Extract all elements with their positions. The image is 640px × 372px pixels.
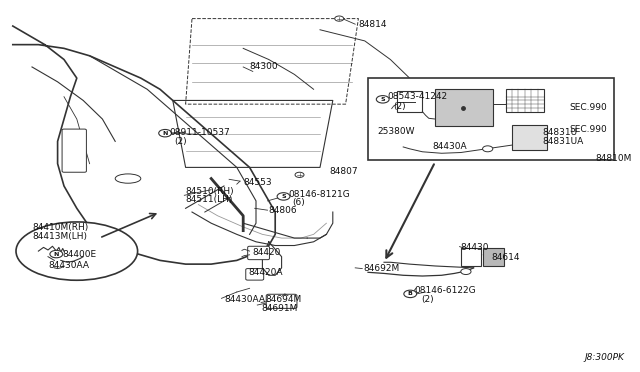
Text: 84692M: 84692M <box>364 264 400 273</box>
Text: 84430AA: 84430AA <box>48 262 89 270</box>
FancyBboxPatch shape <box>248 246 269 260</box>
Text: 84400E: 84400E <box>63 250 97 259</box>
Text: 84614: 84614 <box>492 253 520 262</box>
Text: B: B <box>408 291 413 296</box>
Ellipse shape <box>16 222 138 280</box>
Circle shape <box>50 250 63 258</box>
Circle shape <box>295 172 304 177</box>
Text: 84420A: 84420A <box>248 268 283 277</box>
Text: J8:300PK: J8:300PK <box>584 353 624 362</box>
Text: 84810M: 84810M <box>595 154 632 163</box>
Text: 08911-10537: 08911-10537 <box>170 128 230 137</box>
Text: 08543-41242: 08543-41242 <box>387 92 447 101</box>
Text: 08146-6122G: 08146-6122G <box>415 286 476 295</box>
Text: (6): (6) <box>292 198 305 207</box>
Text: 08146-8121G: 08146-8121G <box>288 190 349 199</box>
Text: S: S <box>281 194 286 199</box>
Text: 84430: 84430 <box>461 243 490 252</box>
Circle shape <box>376 96 389 103</box>
Text: 84691M: 84691M <box>261 304 298 313</box>
Circle shape <box>51 252 60 257</box>
Text: 84814: 84814 <box>358 20 387 29</box>
Circle shape <box>483 146 493 152</box>
FancyBboxPatch shape <box>246 269 264 280</box>
Text: SEC.990: SEC.990 <box>570 103 607 112</box>
Text: N: N <box>54 251 59 257</box>
Text: S: S <box>380 97 385 102</box>
Text: N: N <box>163 131 168 136</box>
Text: 84553: 84553 <box>243 178 272 187</box>
Ellipse shape <box>115 174 141 183</box>
FancyBboxPatch shape <box>266 294 297 308</box>
Text: 84410M(RH): 84410M(RH) <box>32 223 88 232</box>
Circle shape <box>335 16 344 21</box>
Text: SEC.990: SEC.990 <box>570 125 607 134</box>
Text: 84806: 84806 <box>269 206 298 215</box>
Circle shape <box>159 129 172 137</box>
Text: 84511(LH): 84511(LH) <box>186 195 233 204</box>
FancyBboxPatch shape <box>62 129 86 172</box>
FancyBboxPatch shape <box>506 89 544 112</box>
Text: 84430AA: 84430AA <box>224 295 265 304</box>
Text: 84420: 84420 <box>253 248 281 257</box>
Text: 84413M(LH): 84413M(LH) <box>32 232 87 241</box>
Text: (2): (2) <box>394 102 406 110</box>
Circle shape <box>461 269 471 275</box>
FancyBboxPatch shape <box>512 125 547 150</box>
Text: 84430A: 84430A <box>432 142 467 151</box>
FancyBboxPatch shape <box>368 78 614 160</box>
Circle shape <box>277 193 290 200</box>
FancyBboxPatch shape <box>435 89 493 126</box>
Text: 84831UA: 84831UA <box>543 137 584 146</box>
Text: (2): (2) <box>421 295 434 304</box>
Text: 84831U: 84831U <box>543 128 578 137</box>
Text: (2): (2) <box>174 137 187 146</box>
Text: 84807: 84807 <box>330 167 358 176</box>
Text: 25380W: 25380W <box>378 127 415 136</box>
Text: 84300: 84300 <box>250 62 278 71</box>
Text: 84694M: 84694M <box>266 295 302 304</box>
Circle shape <box>404 290 417 298</box>
Text: 84510(RH): 84510(RH) <box>186 187 234 196</box>
FancyBboxPatch shape <box>397 91 422 112</box>
FancyBboxPatch shape <box>483 248 504 266</box>
FancyBboxPatch shape <box>461 248 481 266</box>
